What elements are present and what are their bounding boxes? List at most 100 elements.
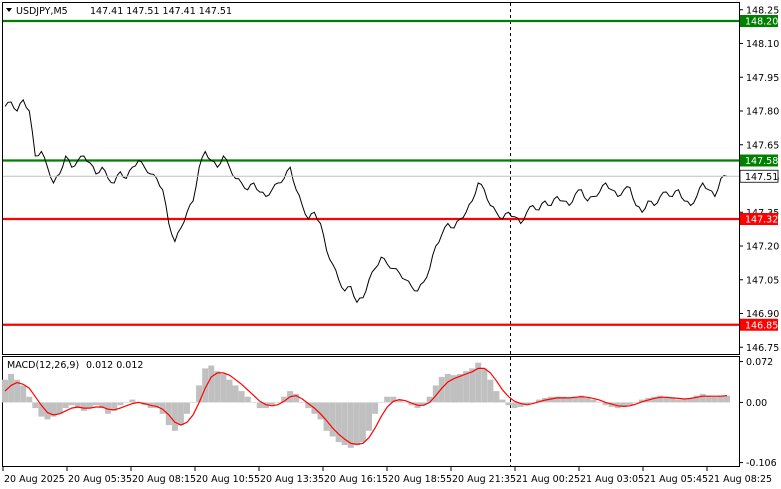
- symbol-info: USDJPY,M5: [16, 6, 68, 17]
- macd-bar: [475, 362, 482, 403]
- macd-bar: [220, 374, 227, 403]
- macd-bar: [117, 402, 124, 406]
- macd-bar: [438, 376, 445, 403]
- macd-bar: [378, 402, 385, 403]
- macd-bar: [705, 395, 712, 403]
- macd-bar: [250, 402, 257, 403]
- macd-bar: [232, 385, 239, 403]
- macd-bar: [602, 402, 609, 406]
- x-tick-label: 20 Aug 18:55: [388, 474, 452, 485]
- macd-bar: [457, 374, 463, 403]
- macd-bar: [335, 402, 342, 443]
- macd-bar: [724, 395, 730, 403]
- macd-bar: [275, 402, 281, 403]
- price-y-tick-label: 146.90: [746, 309, 779, 320]
- x-tick-label: 20 Aug 05:35: [68, 474, 132, 485]
- macd-bar: [481, 368, 488, 403]
- macd-bar: [329, 402, 336, 437]
- ohlc-values: 147.41 147.51 147.41 147.51: [90, 6, 232, 17]
- macd-bar: [226, 379, 233, 403]
- macd-bar: [238, 391, 245, 403]
- macd-y-tick-label: 0.00: [746, 398, 767, 409]
- macd-bar: [675, 399, 682, 403]
- macd-bar: [420, 402, 427, 406]
- macd-bar: [584, 397, 591, 403]
- macd-bar: [68, 402, 75, 406]
- macd-bar: [523, 402, 530, 406]
- macd-bar: [14, 379, 21, 403]
- macd-bar: [129, 399, 136, 403]
- macd-bar: [99, 402, 106, 409]
- price-y-tick-label: 147.65: [746, 140, 779, 151]
- macd-bar: [177, 402, 184, 426]
- macd-bar: [38, 402, 45, 417]
- macd-bar: [426, 396, 433, 403]
- macd-bar: [353, 402, 360, 445]
- level-label-box: [740, 213, 778, 225]
- price-levels: 148.20 147.58 147.32 146.85: [3, 15, 778, 331]
- macd-bar: [639, 399, 645, 403]
- level-label: 146.85: [745, 320, 778, 331]
- macd-bar: [451, 375, 457, 403]
- macd-y-tick-label: -0.106: [746, 458, 777, 469]
- macd-bar: [208, 365, 215, 403]
- price-y-tick-label: 148.25: [746, 5, 779, 16]
- macd-bar: [366, 402, 372, 431]
- price-y-tick-label: 147.95: [746, 73, 779, 84]
- macd-bar: [293, 393, 300, 403]
- macd-bar: [214, 371, 221, 403]
- macd-bar: [384, 396, 391, 403]
- macd-bar: [408, 402, 415, 406]
- level-label: 148.20: [745, 17, 778, 28]
- macd-bar: [256, 402, 263, 409]
- macd-bar: [626, 402, 633, 406]
- macd-bar: [281, 396, 288, 403]
- macd-bar: [123, 402, 130, 403]
- macd-bar: [159, 402, 166, 414]
- macd-y-axis: 0.072 0.00 -0.106: [739, 357, 777, 469]
- macd-bar: [74, 402, 81, 409]
- macd-bar: [444, 374, 451, 403]
- macd-bar: [493, 391, 500, 403]
- macd-bar: [244, 396, 251, 403]
- macd-bar: [171, 402, 178, 431]
- macd-bar: [469, 368, 476, 403]
- price-line: [4, 98, 728, 304]
- macd-bar: [56, 402, 63, 414]
- price-y-tick-label: 147.20: [746, 242, 779, 253]
- macd-bar: [687, 397, 694, 403]
- macd-bar: [8, 374, 15, 403]
- x-tick-label: 20 Aug 08:15: [132, 474, 196, 485]
- macd-signal-line: [4, 367, 728, 446]
- price-y-tick-label: 147.80: [746, 107, 779, 118]
- macd-bar: [517, 402, 524, 407]
- macd-bar: [93, 402, 99, 406]
- macd-bar: [50, 402, 57, 417]
- macd-bar: [402, 402, 409, 403]
- macd-bar: [341, 402, 348, 445]
- macd-bar: [620, 402, 627, 407]
- macd-bar: [529, 402, 536, 403]
- macd-bar: [390, 396, 397, 403]
- macd-bar: [554, 396, 561, 403]
- macd-bar: [26, 396, 33, 403]
- level-label: 147.32: [745, 215, 778, 226]
- macd-bar: [560, 396, 567, 403]
- macd-bar: [578, 395, 585, 403]
- macd-bar: [596, 402, 603, 403]
- level-label-box: [740, 318, 778, 331]
- macd-bar: [432, 385, 439, 403]
- macd-bar: [590, 399, 597, 403]
- macd-bar: [196, 385, 203, 403]
- macd-bar: [317, 402, 324, 420]
- level-label: 147.58: [745, 156, 778, 167]
- macd-bar: [711, 396, 718, 403]
- price-y-tick-label: 147.05: [746, 275, 779, 286]
- current-price-box: [739, 169, 779, 183]
- dropdown-triangle-icon[interactable]: [6, 8, 12, 12]
- x-tick-label: 21 Aug 08:25: [708, 474, 772, 485]
- macd-bar: [190, 402, 197, 403]
- macd-bar: [359, 402, 366, 443]
- macd-bar: [372, 402, 379, 414]
- macd-bar: [299, 402, 306, 403]
